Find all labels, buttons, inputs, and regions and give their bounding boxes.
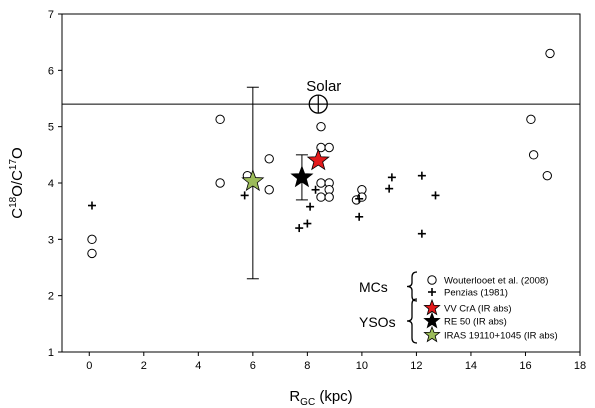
y-tick-label: 1 bbox=[48, 347, 54, 359]
data-point-circle bbox=[316, 121, 326, 132]
data-point-plus bbox=[417, 171, 426, 180]
data-point-star bbox=[290, 165, 314, 188]
legend-marker bbox=[427, 275, 437, 285]
y-tick-label: 4 bbox=[48, 178, 54, 190]
data-point-star bbox=[306, 148, 330, 171]
data-point-circle bbox=[316, 192, 326, 202]
y-axis-ticks: 1 2 3 4 5 6 7 bbox=[48, 9, 62, 359]
data-point-circle bbox=[542, 170, 552, 181]
x-tick-label: 12 bbox=[410, 360, 422, 372]
legend-marker bbox=[428, 288, 436, 296]
data-point-circle bbox=[324, 192, 334, 202]
x-tick-label: 4 bbox=[195, 360, 201, 372]
data-point-circle bbox=[87, 234, 97, 245]
data-point-circle bbox=[215, 178, 225, 188]
legend: Wouterlooet et al. (2008)Penzias (1981) V… bbox=[359, 271, 558, 344]
data-point-plus bbox=[417, 229, 426, 238]
legend-marker bbox=[423, 325, 441, 343]
x-axis-label: RGC (kpc) bbox=[289, 388, 352, 408]
legend-marker bbox=[423, 298, 441, 316]
data-point-circle bbox=[264, 185, 274, 195]
data-point-plus bbox=[306, 202, 315, 211]
legend-label: Penzias (1981) bbox=[444, 288, 508, 299]
legend-label: Wouterlooet et al. (2008) bbox=[444, 276, 548, 287]
data-point-plus bbox=[355, 212, 364, 221]
data-point-plus bbox=[303, 219, 312, 228]
solar-symbol bbox=[308, 94, 328, 114]
legend-label: IRAS 19110+1045 (IR abs) bbox=[444, 331, 558, 342]
x-tick-label: 0 bbox=[86, 360, 92, 372]
data-marks bbox=[87, 48, 555, 259]
data-point-plus bbox=[311, 185, 320, 194]
data-point-circle bbox=[526, 114, 536, 125]
data-point-star bbox=[241, 169, 265, 192]
data-point-plus bbox=[385, 184, 394, 193]
y-axis-label: C18O/C17O bbox=[8, 147, 26, 218]
data-point-plus bbox=[431, 191, 440, 200]
solar-label: Solar bbox=[306, 78, 341, 95]
brace-ysos bbox=[406, 298, 418, 344]
x-tick-label: 18 bbox=[574, 360, 586, 372]
legend-label: VV CrA (IR abs) bbox=[444, 304, 512, 315]
x-tick-label: 2 bbox=[141, 360, 147, 372]
data-point-plus bbox=[295, 224, 304, 233]
data-point-circle bbox=[545, 48, 555, 59]
x-axis-ticks: 0 2 4 6 8 10 12 14 16 18 bbox=[86, 352, 586, 372]
brace-mcs bbox=[406, 271, 418, 302]
y-tick-label: 5 bbox=[48, 122, 54, 134]
x-tick-label: 14 bbox=[465, 360, 477, 372]
group-label-ysos: YSOs bbox=[359, 314, 396, 330]
data-point-plus bbox=[387, 173, 396, 182]
x-tick-label: 8 bbox=[304, 360, 310, 372]
data-point-circle bbox=[215, 114, 225, 125]
y-tick-label: 2 bbox=[48, 291, 54, 303]
legend-label: RE 50 (IR abs) bbox=[444, 317, 507, 328]
data-point-plus bbox=[240, 191, 249, 200]
data-point-circle bbox=[87, 248, 97, 259]
data-point-plus bbox=[87, 201, 96, 210]
data-point-circle bbox=[528, 150, 539, 160]
y-tick-label: 7 bbox=[48, 9, 54, 21]
data-point-circle bbox=[324, 142, 334, 153]
x-tick-label: 10 bbox=[356, 360, 368, 372]
x-tick-label: 16 bbox=[519, 360, 531, 372]
legend-marker bbox=[423, 311, 441, 329]
y-tick-label: 6 bbox=[48, 65, 54, 77]
group-label-mcs: MCs bbox=[359, 279, 388, 295]
y-tick-label: 3 bbox=[48, 234, 54, 246]
data-point-circle bbox=[264, 154, 274, 164]
data-point-plus bbox=[355, 194, 364, 203]
x-tick-label: 6 bbox=[250, 360, 256, 372]
data-point-circle bbox=[316, 178, 326, 188]
